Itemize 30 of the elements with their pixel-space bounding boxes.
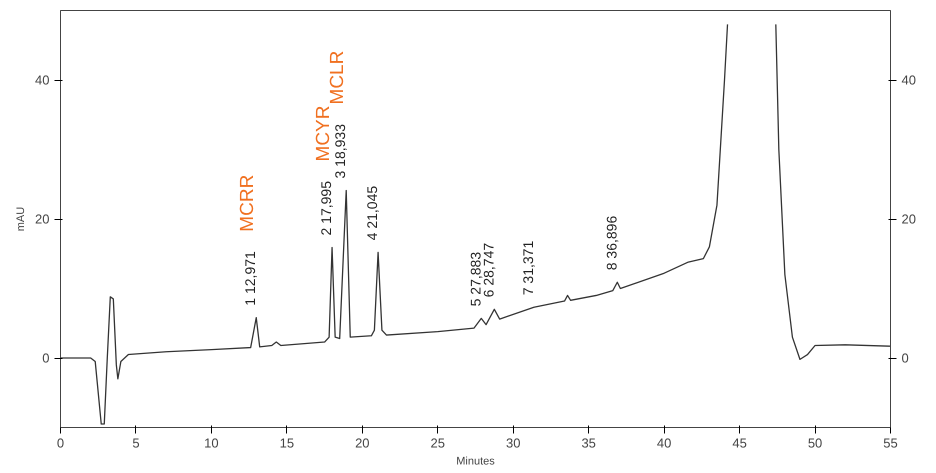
y-tick-label: 20	[35, 212, 50, 226]
x-tick-label: 5	[132, 436, 140, 450]
y-tick-label: 0	[42, 350, 50, 366]
annotation: MCYR	[313, 106, 334, 162]
x-tick-label: 50	[808, 436, 822, 450]
x-tick-label: 55	[883, 436, 898, 450]
y2-tick-label: 20	[902, 212, 916, 226]
annotation: 2 17,995	[318, 180, 334, 236]
x-tick-label: 25	[430, 436, 446, 450]
x-tick-label: 35	[581, 436, 596, 450]
x-tick-label: 30	[506, 436, 520, 450]
annotation: 4 21,045	[364, 186, 380, 240]
annotation: 7 31,371	[520, 240, 536, 296]
annotation: 3 18,933	[332, 124, 348, 179]
x-tick-label: 0	[56, 436, 64, 450]
y2-tick-label: 0	[902, 350, 909, 366]
x-tick-label: 45	[732, 436, 747, 450]
y-tick-label: 40	[35, 72, 50, 88]
annotation: MCRR	[237, 174, 258, 232]
annotation: 5 27,883	[467, 252, 484, 306]
x-tick-label: 20	[355, 436, 370, 450]
annotation: 8 36,896	[603, 216, 620, 270]
annotation: 1 12,971	[242, 250, 258, 306]
x-tick-label: 40	[656, 436, 672, 450]
annotation: MCLR	[327, 50, 348, 105]
y-axis-title: mAU	[15, 206, 28, 232]
x-tick-label: 15	[280, 436, 294, 450]
x-axis-title: Minutes	[456, 456, 496, 468]
x-tick-label: 10	[204, 436, 219, 450]
y2-tick-label: 40	[902, 72, 916, 88]
